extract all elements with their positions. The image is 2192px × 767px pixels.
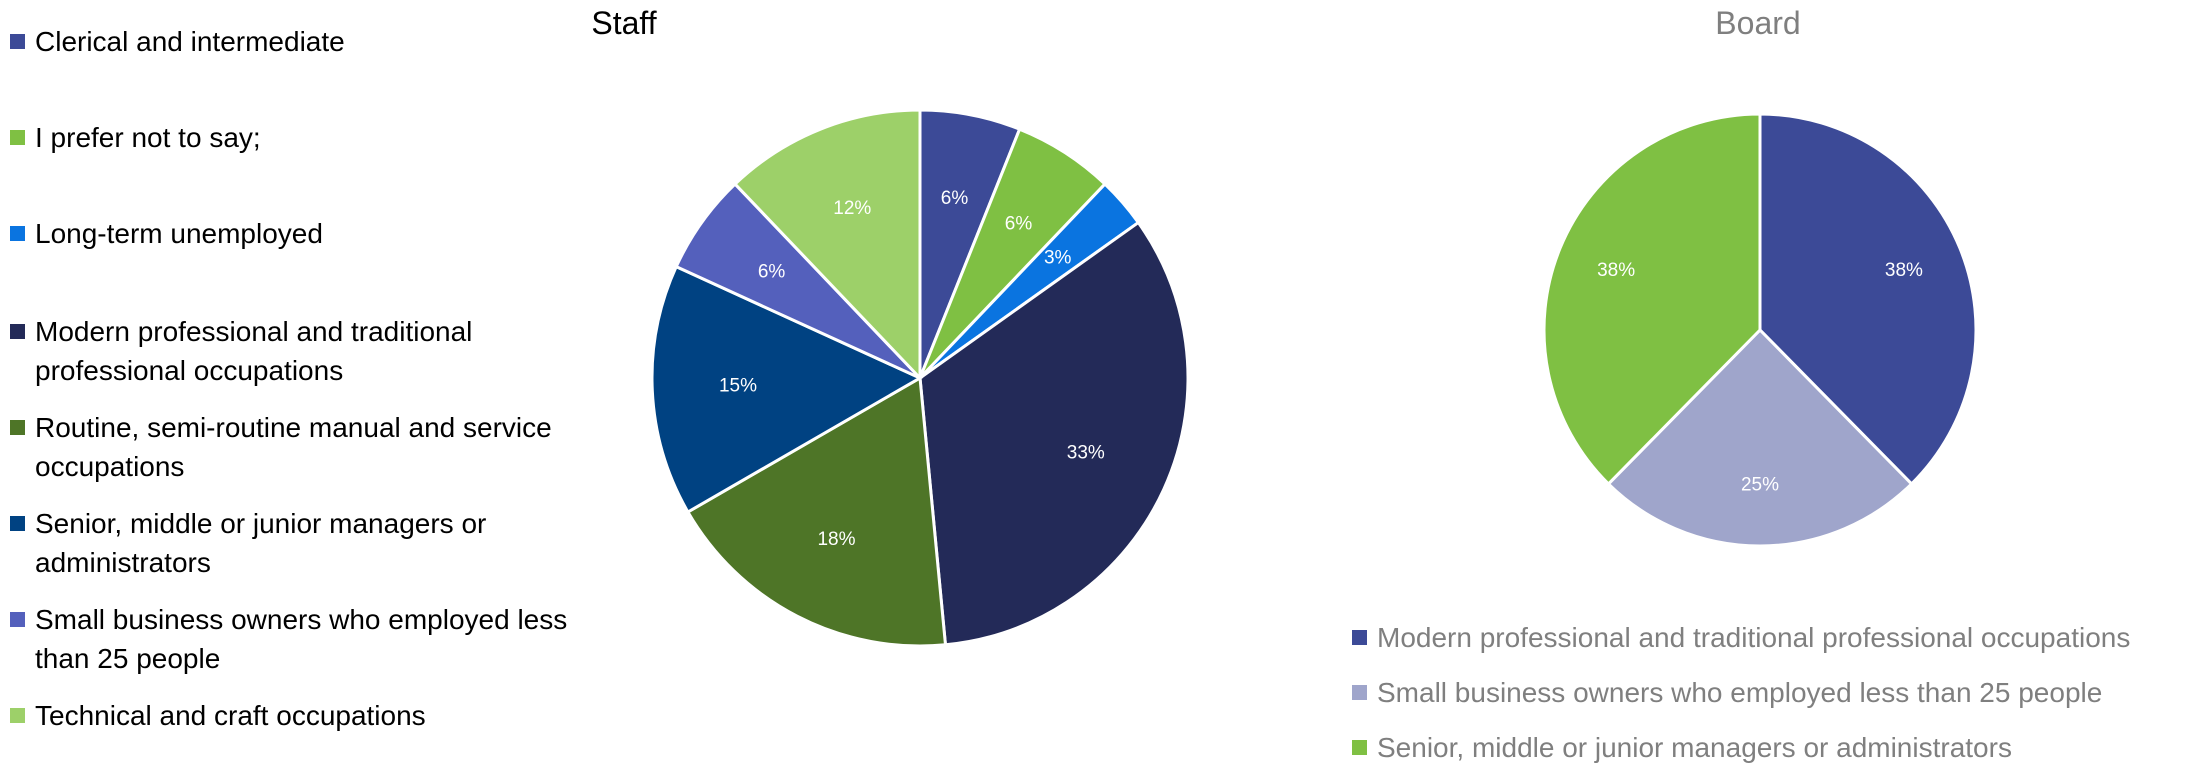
staff-pie-slice	[918, 220, 1190, 647]
board-slice-data-label: 25%	[1741, 475, 1779, 496]
legend-label: Senior, middle or junior managers or adm…	[35, 508, 487, 578]
board-legend-item: Small business owners who employed less …	[1352, 673, 2102, 712]
staff-slice-data-label: 33%	[1067, 443, 1105, 464]
legend-label: I prefer not to say;	[35, 122, 261, 153]
staff-slice-data-label: 6%	[758, 261, 786, 282]
board-chart-title: Board	[1715, 5, 1801, 41]
legend-label: Small business owners who employed less …	[1377, 677, 2103, 708]
staff-slice-data-label: 18%	[817, 529, 855, 550]
staff-pie-slice	[685, 375, 948, 648]
staff-pie-slice	[650, 264, 924, 515]
staff-chart-title: Staff	[591, 5, 657, 41]
staff-slice-data-label: 6%	[1005, 214, 1033, 235]
legend-swatch	[1352, 740, 1367, 755]
staff-pie-slice	[732, 108, 922, 382]
legend-swatch	[10, 34, 25, 49]
board-legend-item: Senior, middle or junior managers or adm…	[1352, 728, 2012, 767]
board-slice-data-label: 38%	[1597, 260, 1635, 281]
staff-slice-data-label: 6%	[941, 188, 969, 209]
legend-label: Technical and craft occupations	[35, 700, 426, 731]
legend-label: Long-term unemployed	[35, 218, 323, 249]
legend-swatch	[10, 420, 25, 435]
legend-swatch	[10, 226, 25, 241]
board-slice-data-label: 38%	[1885, 260, 1923, 281]
legend-swatch	[10, 130, 25, 145]
legend-swatch	[10, 708, 25, 723]
staff-legend-item: Routine, semi-routine manual and service…	[10, 408, 600, 486]
staff-legend-item: Long-term unemployed	[10, 214, 323, 253]
legend-label: Clerical and intermediate	[35, 26, 345, 57]
board-pie-slice	[1758, 112, 1978, 487]
board-pie-slice	[1542, 112, 1762, 487]
legend-label: Senior, middle or junior managers or adm…	[1377, 732, 2012, 763]
board-pie-slice	[1606, 327, 1914, 548]
legend-swatch	[10, 516, 25, 531]
legend-label: Modern professional and traditional prof…	[35, 316, 473, 386]
staff-legend-item: Clerical and intermediate	[10, 22, 345, 61]
legend-swatch	[1352, 630, 1367, 645]
staff-slice-data-label: 12%	[833, 198, 871, 219]
staff-legend-item: I prefer not to say;	[10, 118, 261, 157]
staff-slice-data-label: 15%	[719, 376, 757, 397]
staff-slice-data-label: 3%	[1044, 248, 1072, 269]
legend-swatch	[1352, 685, 1367, 700]
board-legend-item: Modern professional and traditional prof…	[1352, 618, 2130, 657]
legend-label: Small business owners who employed less …	[35, 604, 568, 674]
legend-swatch	[10, 612, 25, 627]
staff-legend-item: Modern professional and traditional prof…	[10, 312, 530, 390]
legend-label: Routine, semi-routine manual and service…	[35, 412, 552, 482]
staff-legend-item: Technical and craft occupations	[10, 696, 426, 735]
staff-legend-item: Small business owners who employed less …	[10, 600, 610, 678]
staff-legend-item: Senior, middle or junior managers or adm…	[10, 504, 570, 582]
legend-label: Modern professional and traditional prof…	[1377, 622, 2131, 653]
legend-swatch	[10, 324, 25, 339]
